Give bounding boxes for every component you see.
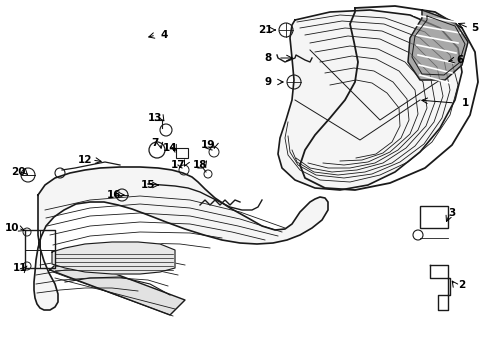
Text: 13: 13 bbox=[147, 113, 162, 123]
Text: 8: 8 bbox=[264, 53, 271, 63]
Text: 21: 21 bbox=[257, 25, 272, 35]
Text: 16: 16 bbox=[106, 190, 121, 200]
Text: 6: 6 bbox=[455, 55, 463, 65]
Text: 14: 14 bbox=[163, 143, 177, 153]
Polygon shape bbox=[407, 10, 467, 80]
Polygon shape bbox=[278, 10, 461, 190]
Polygon shape bbox=[50, 255, 184, 315]
Text: 10: 10 bbox=[5, 223, 19, 233]
Text: 12: 12 bbox=[78, 155, 92, 165]
Polygon shape bbox=[52, 242, 175, 274]
Text: 20: 20 bbox=[11, 167, 25, 177]
Text: 7: 7 bbox=[151, 138, 159, 148]
Text: 17: 17 bbox=[170, 160, 185, 170]
Text: 18: 18 bbox=[192, 160, 207, 170]
Text: 15: 15 bbox=[141, 180, 155, 190]
Text: 1: 1 bbox=[461, 98, 468, 108]
Text: 5: 5 bbox=[470, 23, 478, 33]
Text: 2: 2 bbox=[457, 280, 465, 290]
Text: 4: 4 bbox=[160, 30, 167, 40]
Text: 19: 19 bbox=[201, 140, 215, 150]
Polygon shape bbox=[34, 167, 327, 310]
Text: 11: 11 bbox=[13, 263, 27, 273]
Text: 3: 3 bbox=[447, 208, 455, 218]
Text: 9: 9 bbox=[264, 77, 271, 87]
